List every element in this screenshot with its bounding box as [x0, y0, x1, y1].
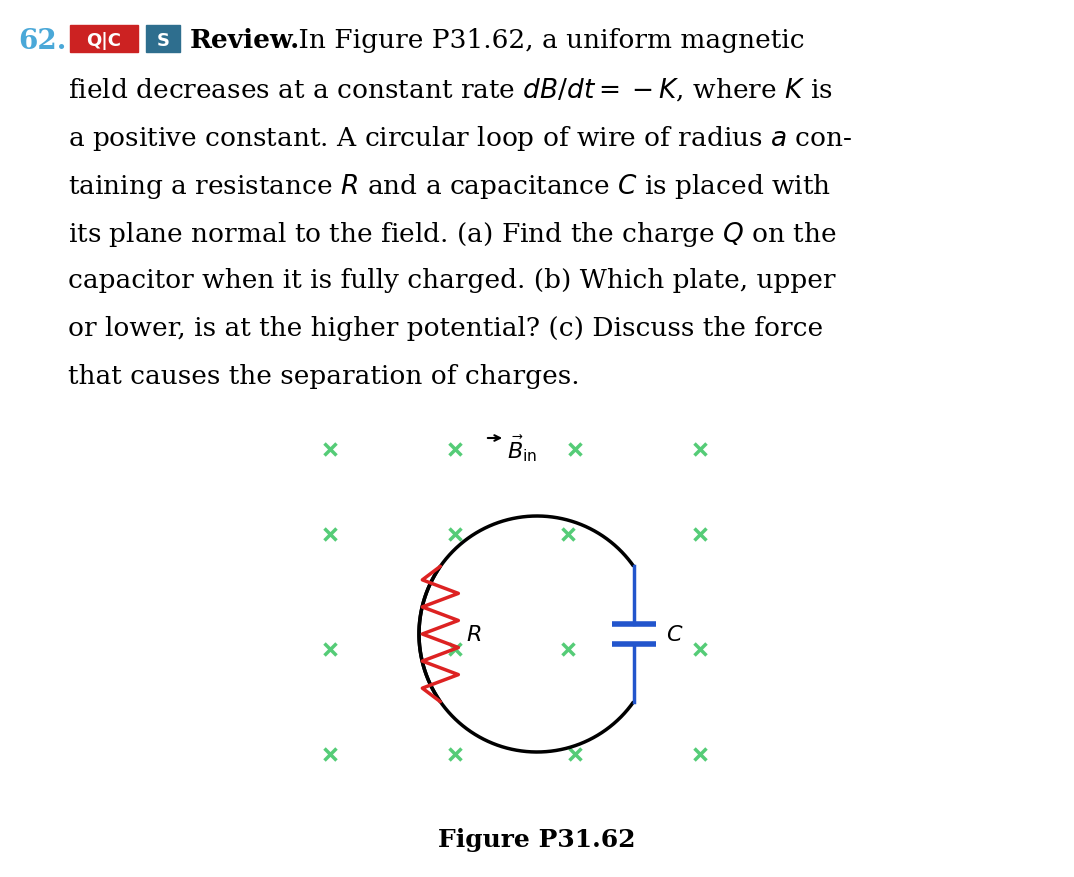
Text: that causes the separation of charges.: that causes the separation of charges.	[68, 364, 580, 389]
Text: Figure P31.62: Figure P31.62	[438, 827, 636, 851]
Text: S: S	[157, 32, 170, 49]
Text: or lower, is at the higher potential? (c) Discuss the force: or lower, is at the higher potential? (c…	[68, 316, 823, 340]
Text: field decreases at a constant rate $dB/dt = -K$, where $K$ is: field decreases at a constant rate $dB/d…	[68, 76, 832, 103]
Text: capacitor when it is fully charged. (b) Which plate, upper: capacitor when it is fully charged. (b) …	[68, 267, 836, 293]
Text: $\vec{B}_{\mathrm{in}}$: $\vec{B}_{\mathrm{in}}$	[507, 432, 537, 463]
Text: a positive constant. A circular loop of wire of radius $a$ con-: a positive constant. A circular loop of …	[68, 124, 853, 153]
Text: $R$: $R$	[466, 624, 482, 645]
Text: its plane normal to the field. (a) Find the charge $Q$ on the: its plane normal to the field. (a) Find …	[68, 220, 837, 249]
Text: In Figure P31.62, a uniform magnetic: In Figure P31.62, a uniform magnetic	[290, 28, 804, 53]
Text: $C$: $C$	[666, 624, 683, 645]
Text: Q|C: Q|C	[87, 32, 121, 49]
Text: taining a resistance $R$ and a capacitance $C$ is placed with: taining a resistance $R$ and a capacitan…	[68, 172, 831, 201]
FancyBboxPatch shape	[70, 26, 137, 53]
Text: Review.: Review.	[190, 28, 301, 53]
FancyBboxPatch shape	[146, 26, 180, 53]
Text: 62.: 62.	[18, 28, 67, 55]
